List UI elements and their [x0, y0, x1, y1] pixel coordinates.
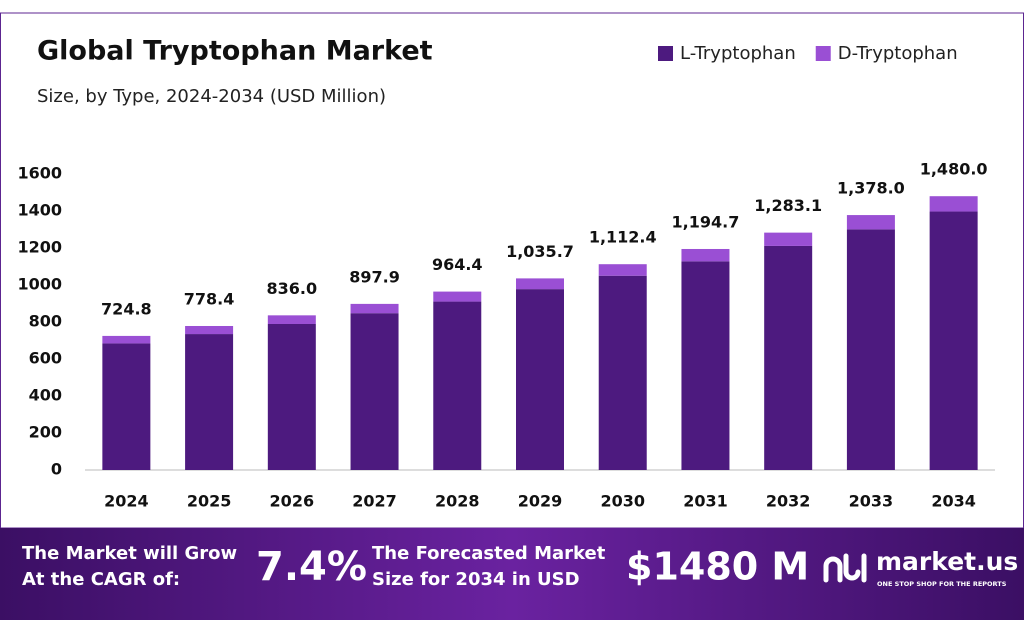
bar-segment: [764, 232, 813, 246]
footer-text: At the CAGR of:: [22, 569, 180, 590]
bar-segment: [102, 335, 151, 344]
total-label: 1,378.0: [837, 179, 905, 198]
bar-segment: [681, 248, 730, 262]
bar-segment: [516, 278, 564, 290]
x-tick-label: 2026: [270, 492, 315, 511]
x-tick-label: 2025: [187, 492, 232, 511]
x-tick-label: 2030: [600, 492, 645, 511]
bar-segment: [433, 291, 482, 302]
x-tick-label: 2028: [435, 492, 480, 511]
legend-label: D-Tryptophan: [838, 43, 958, 64]
x-tick-label: 2033: [849, 492, 894, 511]
bar-segment: [350, 303, 399, 314]
x-tick-label: 2027: [352, 492, 397, 511]
total-label: 836.0: [267, 279, 318, 298]
total-label: 1,194.7: [672, 212, 740, 231]
bar-segment: [846, 215, 895, 230]
bar-segment: [350, 313, 399, 470]
x-tick-label: 2031: [683, 492, 728, 511]
total-label: 1,283.1: [754, 196, 822, 215]
logo-icon: [823, 553, 867, 583]
legend-swatch: [658, 46, 673, 61]
bar-segment: [516, 289, 564, 470]
total-label: 1,112.4: [589, 228, 657, 247]
bar-segment: [185, 334, 234, 470]
bar-segment: [102, 343, 151, 470]
bar-segment: [267, 323, 316, 470]
bar-segment: [846, 229, 895, 470]
y-tick-label: 1200: [17, 238, 62, 257]
total-label: 778.4: [184, 289, 235, 308]
footer-text: Size for 2034 in USD: [372, 569, 580, 590]
bar-segment: [681, 261, 730, 470]
legend-label: L-Tryptophan: [680, 43, 796, 64]
footer-value: 7.4%: [256, 544, 367, 590]
bar-segment: [433, 301, 482, 470]
total-label: 724.8: [101, 299, 152, 318]
x-tick-label: 2032: [766, 492, 811, 511]
total-label: 1,035.7: [506, 242, 574, 261]
footer-value: $1480 M: [626, 545, 809, 589]
bar-segment: [185, 325, 234, 335]
bar-segment: [598, 264, 647, 276]
y-tick-label: 0: [51, 460, 62, 479]
chart-subtitle: Size, by Type, 2024-2034 (USD Million): [37, 86, 386, 107]
footer-banner: [0, 528, 1024, 620]
y-tick-label: 600: [29, 349, 62, 368]
y-tick-label: 200: [29, 423, 62, 442]
x-tick-label: 2034: [931, 492, 976, 511]
total-label: 897.9: [349, 267, 400, 286]
total-label: 964.4: [432, 255, 483, 274]
bar-segment: [929, 196, 978, 212]
brand: market.us: [876, 547, 1018, 576]
y-tick-label: 800: [29, 312, 62, 331]
footer-text: The Market will Grow: [22, 543, 237, 564]
y-tick-label: 1600: [17, 164, 62, 183]
y-tick-label: 1000: [17, 275, 62, 294]
legend-swatch: [815, 46, 831, 61]
footer-text: The Forecasted Market: [372, 543, 606, 564]
chart-title: Global Tryptophan Market: [37, 36, 433, 67]
total-label: 1,480.0: [920, 160, 988, 179]
bar-segment: [598, 275, 647, 470]
bar-segment: [764, 245, 813, 470]
tagline: ONE STOP SHOP FOR THE REPORTS: [877, 580, 1007, 588]
bar-segment: [929, 211, 978, 470]
y-tick-label: 400: [29, 386, 62, 405]
bar-segment: [267, 315, 316, 324]
x-tick-label: 2024: [104, 492, 149, 511]
x-tick-label: 2029: [518, 492, 563, 511]
y-tick-label: 1400: [17, 201, 62, 220]
